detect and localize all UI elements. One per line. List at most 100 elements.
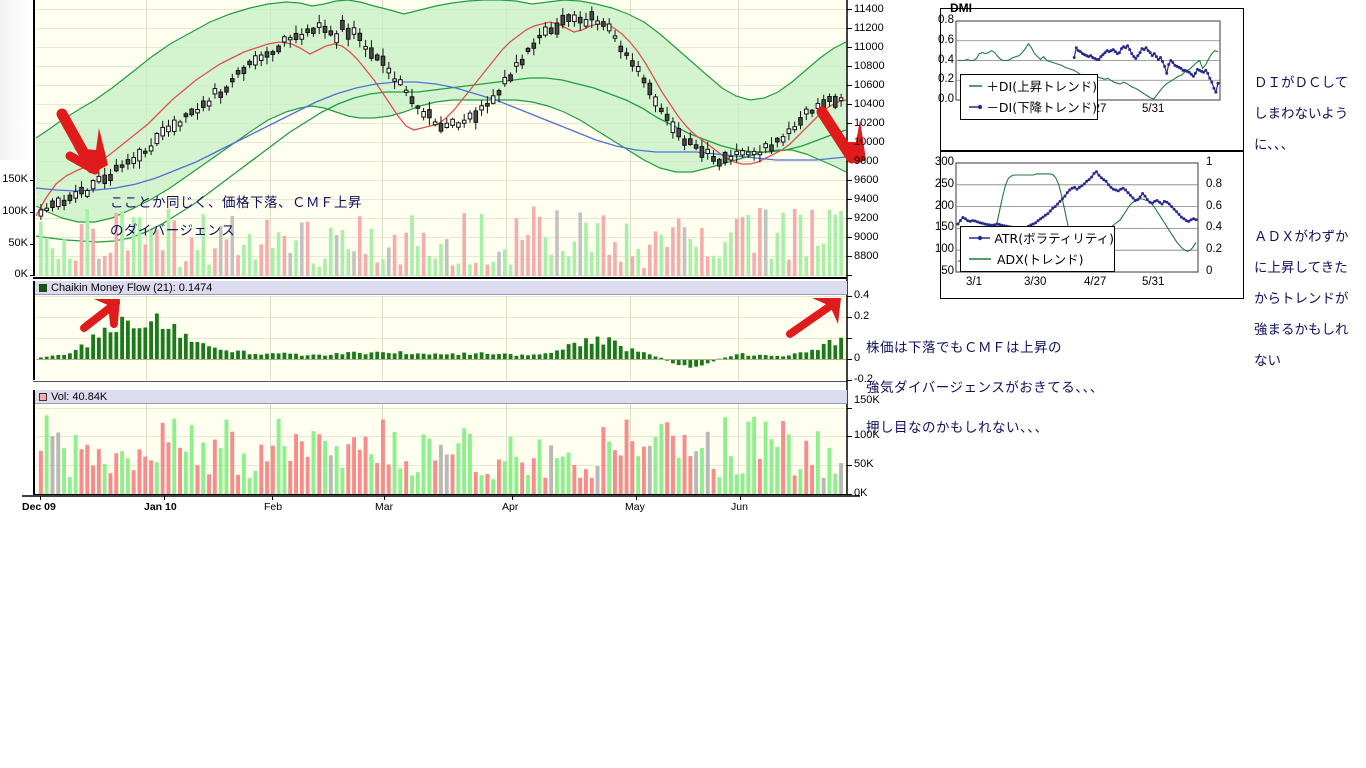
dmi-legend-label-plusdi: ＋DI(上昇トレンド)	[986, 79, 1097, 94]
cmf-note-line-3: 押し目なのかもしれない、、、	[866, 420, 1049, 436]
cmf-notes-block: 株価は下落でもＣＭＦは上昇の 強気ダイバージェンスがおきてる、、、 押し目なのか…	[866, 336, 1104, 436]
axis-tick-label: 250	[934, 177, 954, 190]
axis-tick-label: May	[625, 501, 645, 513]
side-note-dmi-line-2: しまわないよう	[1254, 106, 1349, 122]
axis-tick-label: 50K	[854, 458, 874, 470]
cmf-header-label: Chaikin Money Flow (21): 0.1474	[51, 281, 213, 294]
side-note-dmi-line-3: に、、、	[1254, 137, 1295, 153]
axis-tick-label: 0.2	[1206, 243, 1222, 256]
price-panel-left-border	[33, 0, 35, 276]
axis-tick-label: 3/30	[1024, 276, 1047, 288]
axis-tick-label: 200	[934, 199, 954, 212]
cmf-panel-left-border	[33, 281, 35, 380]
side-note-adx: ＡＤＸがわずか に上昇してきた からトレンドが 強まるかもしれ ない	[1254, 222, 1349, 377]
image-left-edge-gradient	[0, 0, 33, 160]
atr-legend: ATR(ボラティリティ) ADX(トレンド)	[960, 226, 1115, 272]
axis-tick-label: 0.4	[938, 53, 954, 66]
axis-tick-label: 0.6	[1206, 199, 1222, 212]
axis-tick-label: 4/27	[1084, 276, 1107, 288]
right-axis-ticks	[847, 9, 852, 495]
axis-tick-label: 150	[934, 221, 954, 234]
axis-tick-label: 0.8	[938, 14, 954, 26]
axis-tick-label: Jan 10	[144, 501, 177, 513]
atr-legend-row-adx: ADX(トレンド)	[961, 248, 1114, 269]
side-note-adx-line-4: 強まるかもしれ	[1254, 322, 1349, 338]
axis-tick-label: 10800	[854, 59, 885, 72]
cmf-note-line-1: 株価は下落でもＣＭＦは上昇の	[866, 340, 1062, 356]
atr-legend-label-adx: ADX(トレンド)	[997, 252, 1084, 267]
axis-tick-label: 0.4	[1206, 221, 1222, 234]
axis-tick-label: -0.2	[854, 373, 873, 385]
price-annotation-line-1: こことか同じく、価格下落、ＣＭＦ上昇	[110, 195, 362, 211]
price-cmf-separator	[33, 277, 847, 279]
cmf-legend-swatch	[39, 283, 47, 292]
axis-tick-label: 50K	[8, 237, 28, 249]
dmi-atr-panel-group: DMI 0.8 0.6 0.4 0.2 0.0 3/1 3/30 4/27 5/31	[935, 0, 1246, 302]
axis-tick-label: 1	[1206, 156, 1213, 168]
axis-tick-label: 8800	[854, 249, 879, 262]
axis-tick-label: 0.4	[854, 289, 870, 301]
volume-legend-swatch	[39, 392, 47, 401]
axis-tick-label: Jun	[731, 501, 748, 513]
axis-tick-label: 0.2	[938, 73, 954, 86]
axis-tick-label: 5/31	[1142, 276, 1165, 288]
side-note-dmi-line-1: ＤＩがＤＣして	[1254, 75, 1349, 91]
axis-tick-label: 9200	[854, 211, 879, 224]
axis-tick-label: 100	[934, 243, 954, 256]
axis-tick-label: Apr	[502, 501, 519, 513]
axis-tick-label: 10200	[854, 116, 885, 129]
dmi-legend-row-minusdi: －DI(下降トレンド)	[961, 96, 1097, 117]
axis-tick-label: 0.2	[854, 310, 870, 322]
axis-tick-label: 9000	[854, 230, 879, 243]
atr-legend-label-atr: ATR(ボラティリティ)	[994, 231, 1114, 246]
date-axis-ticks	[40, 496, 741, 500]
cmf-panel-header: Chaikin Money Flow (21): 0.1474	[35, 281, 847, 295]
adx-line-icon	[969, 257, 991, 260]
axis-tick-label: Feb	[264, 501, 283, 513]
axis-tick-label: 300	[934, 156, 954, 168]
axis-tick-label: 10600	[854, 78, 885, 91]
axis-tick-label: 0	[1206, 265, 1213, 277]
axis-tick-label: 5/31	[1142, 103, 1165, 115]
side-note-adx-line-1: ＡＤＸがわずか	[1254, 229, 1349, 245]
dmi-legend-label-minusdi: －DI(下降トレンド)	[986, 100, 1097, 115]
axis-tick-label: 11000	[854, 40, 884, 53]
volume-panel	[35, 390, 847, 495]
cmf-note-line-2: 強気ダイバージェンスがおきてる、、、	[866, 380, 1104, 396]
price-annotation-line-2: のダイバージェンス	[110, 223, 236, 239]
axis-tick-label: 100K	[854, 429, 880, 441]
axis-tick-label: 9800	[854, 154, 879, 167]
axis-tick-label: Mar	[375, 501, 394, 513]
axis-tick-label: 0.8	[1206, 177, 1222, 190]
dmi-panel-title: DMI	[950, 1, 972, 15]
atr-legend-row-atr: ATR(ボラティリティ)	[961, 227, 1114, 248]
axis-tick-label: 150K	[854, 394, 880, 406]
cmf-volume-separator	[33, 381, 847, 382]
minus-di-line-dot-icon	[969, 104, 983, 109]
axis-tick-label: 0.0	[938, 93, 954, 105]
axis-tick-label: 10400	[854, 97, 885, 110]
axis-tick-label: 11400	[854, 2, 884, 15]
axis-tick-label: 0K	[854, 487, 868, 499]
axis-tick-label: 10000	[854, 135, 885, 148]
side-note-adx-line-3: からトレンドが	[1254, 291, 1349, 307]
axis-tick-label: 9400	[854, 192, 879, 205]
atr-line-dot-icon	[969, 235, 991, 240]
side-note-adx-line-2: に上昇してきた	[1254, 260, 1348, 276]
stock-chart-image: 11400 11200 11000 10800 10600 10400 10200 10000…	[0, 0, 885, 520]
axis-tick-label: 0	[854, 352, 861, 364]
axis-tick-label: 3/1	[966, 276, 982, 288]
axis-tick-label: 50	[941, 265, 954, 277]
volume-panel-left-border	[33, 390, 35, 495]
axis-tick-label: 0.6	[938, 33, 954, 46]
volume-bottom-separator	[33, 494, 847, 495]
dmi-legend-row-plusdi: ＋DI(上昇トレンド)	[961, 75, 1097, 96]
side-note-adx-line-5: ない	[1254, 353, 1281, 369]
side-note-dmi: ＤＩがＤＣして しまわないよう に、、、	[1254, 68, 1348, 161]
volume-header-label: Vol: 40.84K	[51, 390, 108, 403]
axis-tick-label: 100K	[2, 205, 28, 217]
axis-tick-label: 11200	[854, 21, 884, 34]
cmf-panel	[35, 281, 847, 380]
axis-tick-label: 0K	[14, 268, 28, 280]
